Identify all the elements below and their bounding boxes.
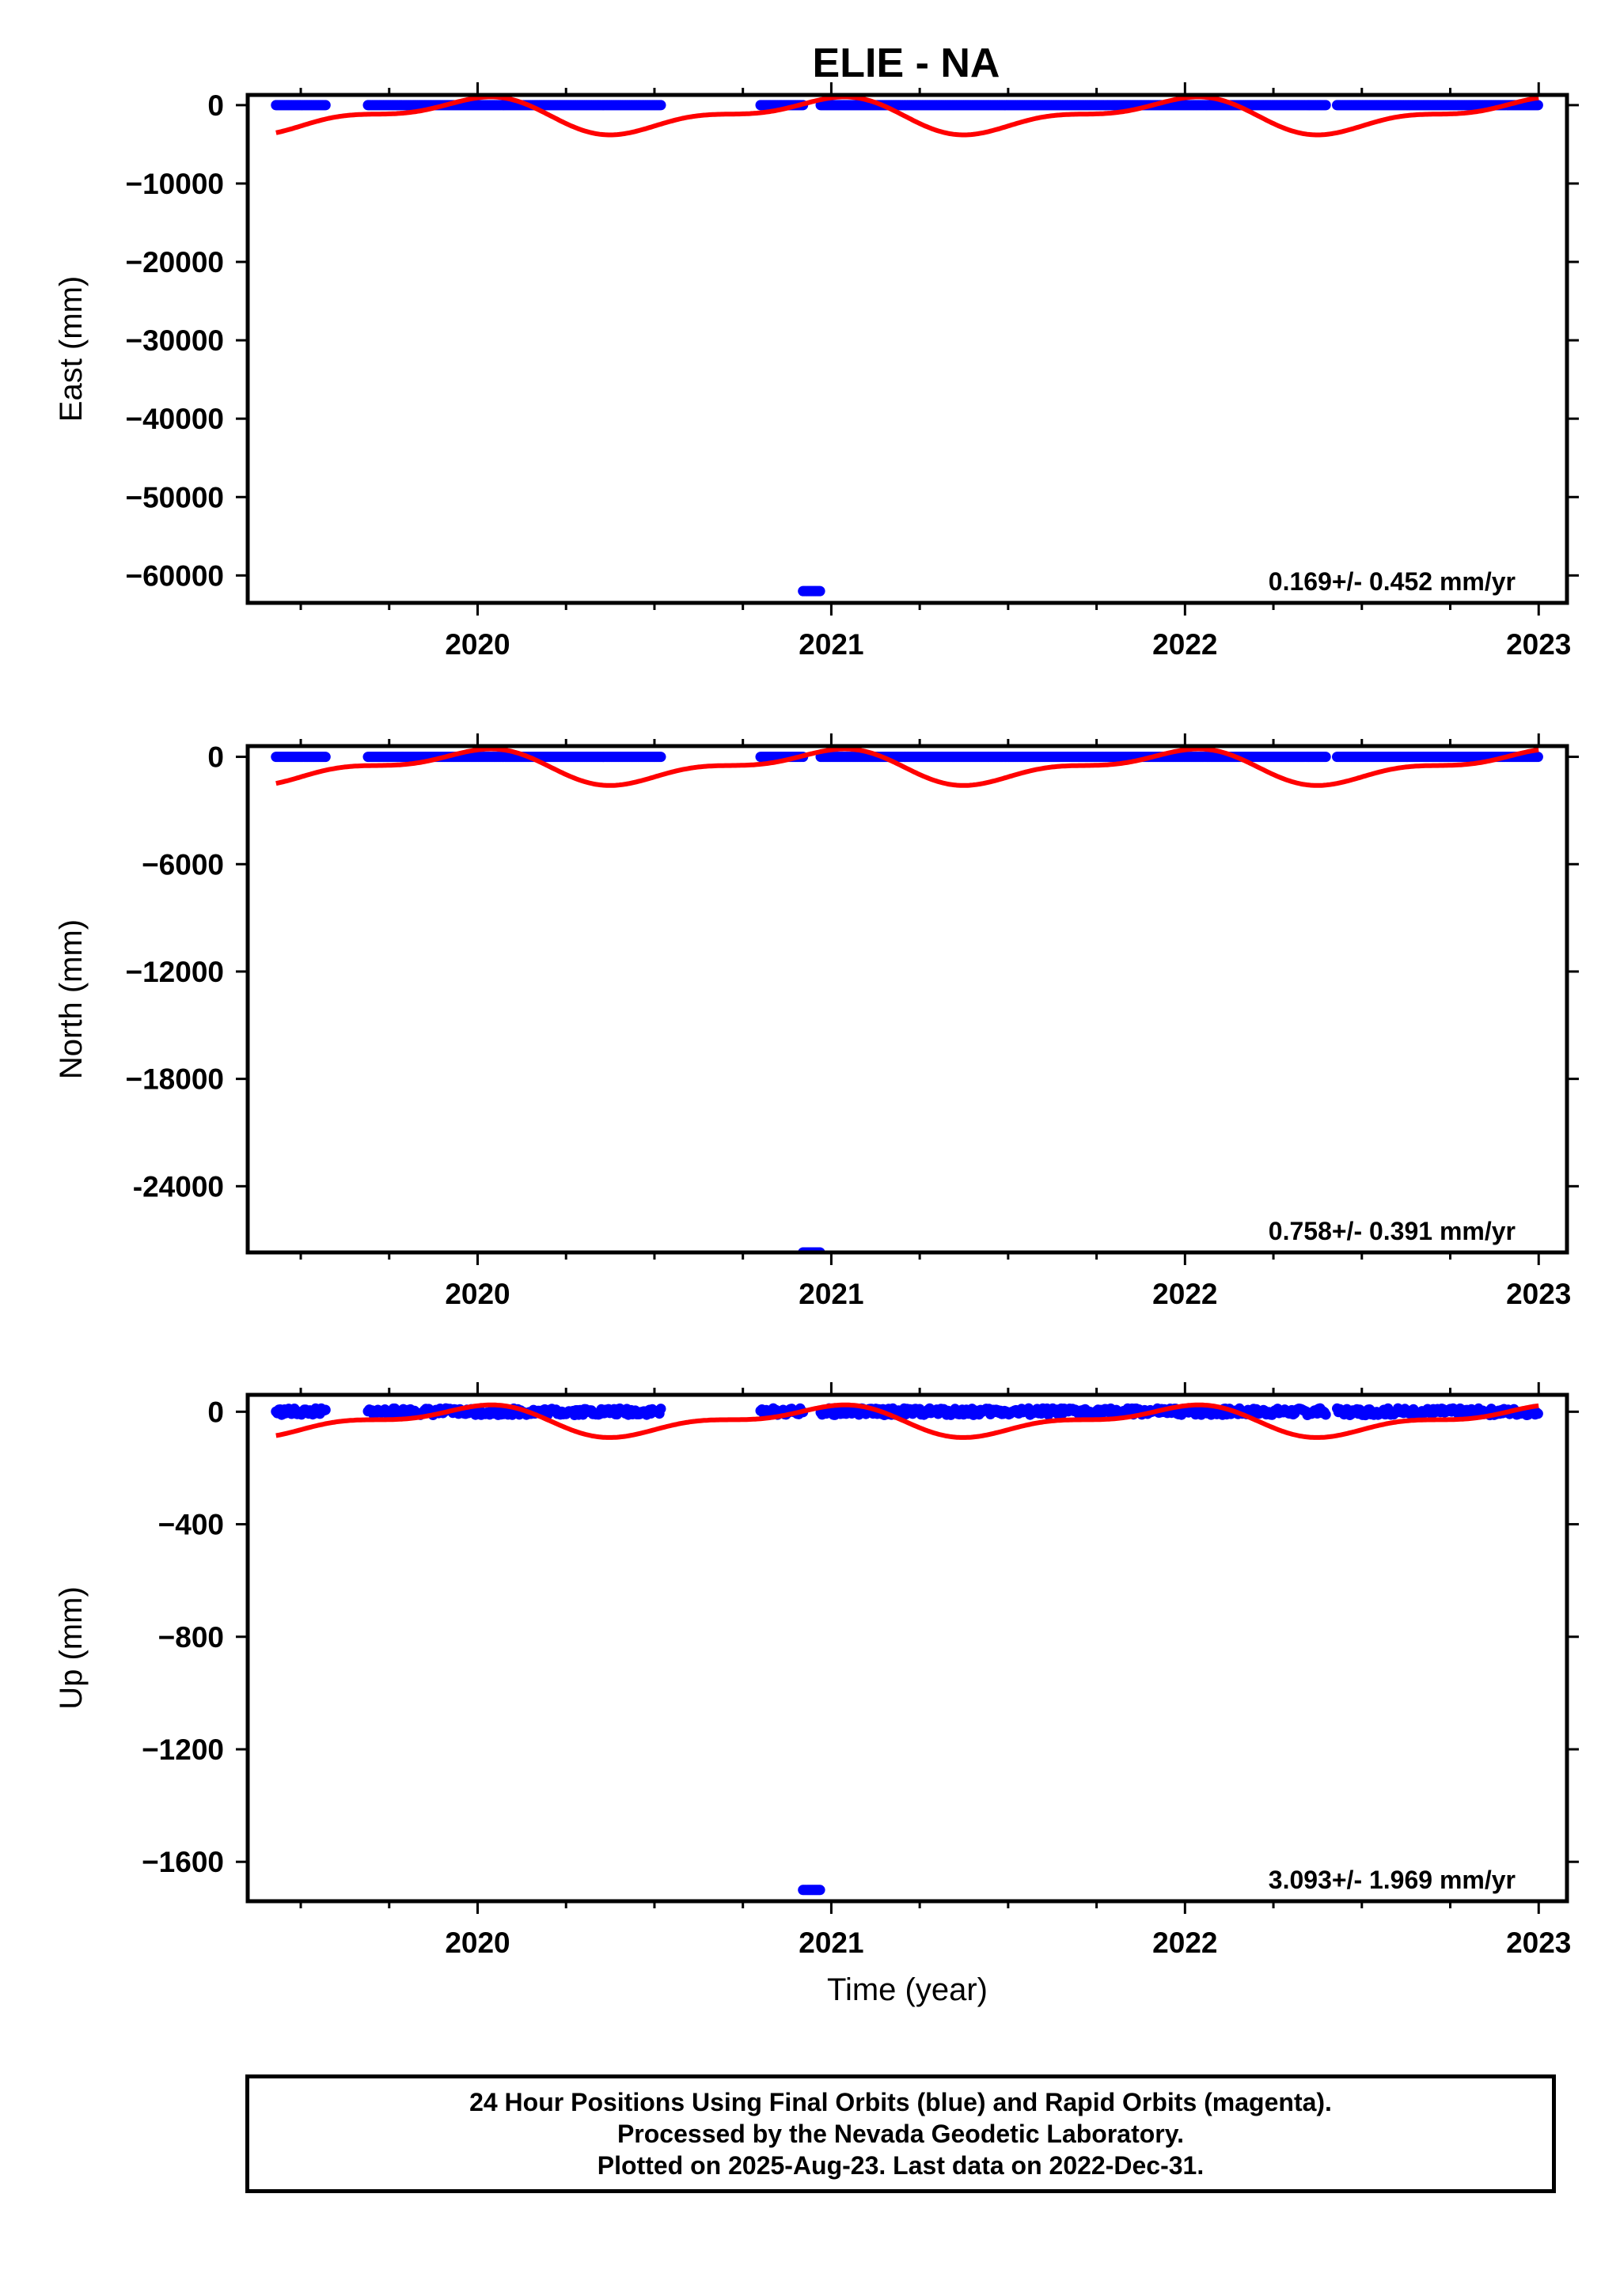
- velocity-label: 0.169+/- 0.452 mm/yr: [1269, 567, 1516, 596]
- y-tick-label: 0: [207, 1396, 224, 1428]
- footer-box: 24 Hour Positions Using Final Orbits (bl…: [245, 2074, 1556, 2193]
- x-tick-label: 2021: [799, 1927, 863, 1959]
- y-tick-label: −30000: [126, 324, 225, 357]
- plot-frame: [245, 1392, 1569, 1904]
- data-point: [1532, 752, 1543, 763]
- x-tick-label: 2020: [445, 1278, 510, 1310]
- data-point: [1532, 100, 1543, 111]
- data-series-positions: [271, 1403, 1543, 1896]
- y-tick-label: −12000: [126, 956, 225, 988]
- footer-line-3: Plotted on 2025-Aug-23. Last data on 202…: [597, 2151, 1205, 2180]
- plot-frame: [245, 93, 1569, 605]
- velocity-label: 3.093+/- 1.969 mm/yr: [1269, 1866, 1516, 1894]
- data-point: [655, 752, 666, 763]
- figure-title: ELIE - NA: [813, 40, 1000, 86]
- y-tick-label: −6000: [142, 848, 224, 881]
- data-point: [655, 100, 666, 111]
- plot-frame: [245, 744, 1569, 1255]
- x-tick-label: 2023: [1506, 628, 1571, 661]
- y-tick-label: −40000: [126, 403, 225, 435]
- data-point: [320, 100, 331, 111]
- y-tick-label: 0: [207, 89, 224, 122]
- outlier-point: [814, 585, 825, 597]
- data-point: [320, 1404, 331, 1415]
- x-tick-label: 2023: [1506, 1278, 1571, 1310]
- x-tick-label: 2020: [445, 1927, 510, 1959]
- data-point: [1320, 1409, 1331, 1420]
- y-tick-label: −60000: [126, 559, 225, 592]
- y-tick-label: 0: [207, 741, 224, 774]
- x-tick-label: 2021: [799, 628, 863, 661]
- data-point: [655, 1404, 666, 1415]
- x-tick-label: 2021: [799, 1278, 863, 1310]
- x-tick-label: 2022: [1152, 1278, 1217, 1310]
- data-point: [1320, 100, 1331, 111]
- model-curve: [275, 746, 1539, 788]
- panel-east: 0 −10000 −20000 −30000 −40000 −50000 −60000 202…: [54, 82, 1579, 661]
- x-tick-label: 2022: [1152, 628, 1217, 661]
- y-tick-label: −800: [158, 1621, 224, 1654]
- data-point: [1320, 752, 1331, 763]
- model-curve: [275, 95, 1539, 138]
- y-axis-label: North (mm): [54, 919, 89, 1079]
- x-tick-label: 2022: [1152, 1927, 1217, 1959]
- y-tick-label: -24000: [133, 1170, 224, 1203]
- x-axis-label: Time (year): [827, 1972, 988, 2007]
- y-tick-label: −50000: [126, 481, 225, 513]
- data-point: [1532, 1408, 1543, 1419]
- model-curve: [275, 1402, 1539, 1440]
- panel-north: 0 −6000 −12000 −18000 -24000 2020 2021 2022 2023…: [54, 733, 1579, 1310]
- y-tick-label: −400: [158, 1509, 224, 1541]
- y-tick-label: −1600: [142, 1846, 224, 1878]
- x-tick-label: 2020: [445, 628, 510, 661]
- y-tick-label: −18000: [126, 1063, 225, 1096]
- plot-area: [271, 746, 1543, 1252]
- data-series-positions: [271, 100, 1543, 597]
- data-point: [320, 752, 331, 763]
- y-axis-label: East (mm): [54, 276, 89, 422]
- panel-up: 0 −400 −800 −1200 −1600 2020 2021 2022 2023 Up (m…: [54, 1382, 1579, 2007]
- y-tick-label: −10000: [126, 168, 225, 200]
- y-axis-label: Up (mm): [54, 1586, 89, 1710]
- plot-area: [271, 1402, 1543, 1896]
- velocity-label: 0.758+/- 0.391 mm/yr: [1269, 1217, 1516, 1245]
- y-tick-label: −20000: [126, 246, 225, 278]
- y-tick-label: −1200: [142, 1733, 224, 1766]
- footer-line-2: Processed by the Nevada Geodetic Laborat…: [617, 2120, 1185, 2148]
- data-series-positions: [271, 752, 1543, 1252]
- outlier-point: [814, 1885, 825, 1896]
- plot-area: [271, 95, 1543, 597]
- footer-line-1: 24 Hour Positions Using Final Orbits (bl…: [469, 2088, 1332, 2116]
- x-tick-label: 2023: [1506, 1927, 1571, 1959]
